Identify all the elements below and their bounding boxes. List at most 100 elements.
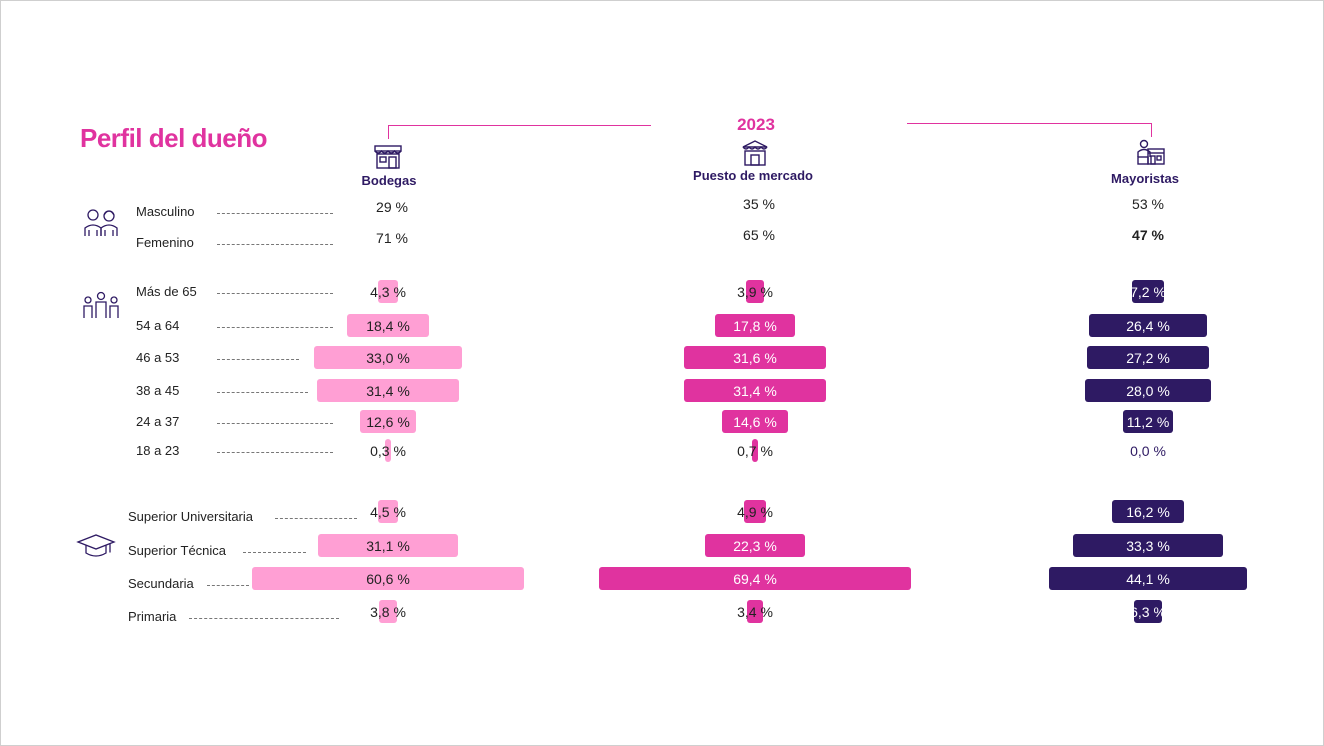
row-leader-54-a-64 [217, 327, 333, 328]
bar-age-mayoristas-24-a-37 [1122, 410, 1174, 433]
row-label-mas-de-65: Más de 65 [136, 284, 197, 299]
wholesaler-icon [1137, 139, 1165, 165]
column-head-bodegas: Bodegas [361, 173, 417, 188]
bar-education-mayoristas-secundaria [1048, 567, 1248, 590]
row-leader-primaria [189, 618, 339, 619]
data-label-education-puesto-secundaria: 69,4 % [733, 571, 777, 587]
row-leader-masculino [217, 213, 333, 214]
data-label-age-bodegas-mas-de-65: 4,3 % [370, 284, 406, 300]
row-label-46-a-53: 46 a 53 [136, 350, 180, 365]
data-label-education-mayoristas-superior-universitaria: 16,2 % [1126, 504, 1170, 520]
bar-education-bodegas-primaria [379, 600, 397, 623]
data-label-education-bodegas-superior-universitaria: 4,5 % [370, 504, 406, 520]
bar-age-puesto-46-a-53 [683, 346, 827, 369]
bar-education-mayoristas-primaria [1133, 600, 1163, 623]
row-leader-46-a-53 [217, 359, 299, 360]
data-label-age-mayoristas-24-a-37: 11,2 % [1126, 414, 1170, 430]
data-label-education-mayoristas-primaria: 6,3 % [1130, 604, 1166, 620]
row-label-primaria: Primaria [128, 609, 177, 624]
value-mayoristas-femenino: 47 % [1132, 227, 1164, 243]
graduation-cap-icon [76, 534, 116, 557]
column-head-mayoristas: Mayoristas [1111, 171, 1179, 186]
data-label-age-bodegas-46-a-53: 33,0 % [366, 350, 410, 366]
year-bracket-right [907, 123, 1151, 124]
bar-education-puesto-secundaria [598, 567, 912, 590]
row-label-38-a-45: 38 a 45 [136, 383, 180, 398]
bar-education-puesto-primaria [747, 600, 763, 623]
data-label-age-puesto-24-a-37: 14,6 % [733, 414, 777, 430]
data-label-age-mayoristas-mas-de-65: 7,2 % [1130, 284, 1166, 300]
column-head-puesto: Puesto de mercado [693, 168, 813, 183]
bar-age-bodegas-46-a-53 [313, 346, 463, 369]
row-label-masculino: Masculino [136, 204, 195, 219]
data-label-age-puesto-54-a-64: 17,8 % [733, 318, 777, 334]
row-label-54-a-64: 54 a 64 [136, 318, 180, 333]
row-label-superior-universitaria: Superior Universitaria [128, 509, 253, 524]
market-stall-icon [742, 140, 768, 166]
bar-age-puesto-24-a-37 [722, 410, 788, 433]
data-label-education-puesto-superior-universitaria: 4,9 % [737, 504, 773, 520]
row-leader-24-a-37 [217, 423, 333, 424]
data-label-age-bodegas-54-a-64: 18,4 % [366, 318, 410, 334]
data-label-education-bodegas-secundaria: 60,6 % [366, 571, 410, 587]
data-label-education-bodegas-superior-tecnica: 31,1 % [366, 538, 410, 554]
row-leader-superior-tecnica [243, 552, 306, 553]
row-leader-secundaria [207, 585, 249, 586]
store-icon [374, 145, 402, 169]
row-leader-38-a-45 [217, 392, 308, 393]
row-label-femenino: Femenino [136, 235, 194, 250]
bar-age-bodegas-54-a-64 [346, 314, 430, 337]
bar-age-mayoristas-46-a-53 [1086, 346, 1210, 369]
people-gender-icon [84, 209, 118, 236]
data-label-education-puesto-superior-tecnica: 22,3 % [733, 538, 777, 554]
data-label-age-bodegas-38-a-45: 31,4 % [366, 383, 410, 399]
bar-age-puesto-18-a-23 [752, 439, 758, 462]
bar-age-bodegas-38-a-45 [317, 379, 459, 402]
data-label-age-mayoristas-38-a-45: 28,0 % [1126, 383, 1170, 399]
data-label-age-mayoristas-18-a-23: 0,0 % [1130, 443, 1166, 459]
bar-age-bodegas-mas-de-65 [378, 280, 398, 303]
row-leader-mas-de-65 [217, 293, 333, 294]
bar-age-mayoristas-54-a-64 [1088, 314, 1208, 337]
data-label-age-puesto-18-a-23: 0,7 % [737, 443, 773, 459]
year-bracket-left-tick [388, 125, 389, 139]
value-bodegas-masculino: 29 % [376, 199, 408, 215]
page-title: Perfil del dueño [80, 123, 268, 153]
row-label-secundaria: Secundaria [128, 576, 194, 591]
data-label-age-puesto-38-a-45: 31,4 % [733, 383, 777, 399]
row-leader-superior-universitaria [275, 518, 357, 519]
value-mayoristas-masculino: 53 % [1132, 196, 1164, 212]
year-bracket-right-tick [1151, 123, 1152, 137]
value-bodegas-femenino: 71 % [376, 230, 408, 246]
bar-education-bodegas-superior-tecnica [318, 534, 458, 557]
data-label-age-bodegas-24-a-37: 12,6 % [366, 414, 410, 430]
bar-age-bodegas-18-a-23 [385, 439, 391, 462]
data-label-education-puesto-primaria: 3,4 % [737, 604, 773, 620]
bar-age-mayoristas-mas-de-65 [1131, 280, 1165, 303]
data-label-education-mayoristas-secundaria: 44,1 % [1126, 571, 1170, 587]
row-leader-18-a-23 [217, 452, 333, 453]
bar-education-puesto-superior-tecnica [704, 534, 806, 557]
bar-age-bodegas-24-a-37 [359, 410, 417, 433]
bar-age-puesto-mas-de-65 [746, 280, 764, 303]
data-label-age-mayoristas-54-a-64: 26,4 % [1126, 318, 1170, 334]
bar-age-puesto-54-a-64 [714, 314, 796, 337]
bar-education-puesto-superior-universitaria [743, 500, 767, 523]
data-label-age-bodegas-18-a-23: 0,3 % [370, 443, 406, 459]
value-puesto-masculino: 35 % [743, 196, 775, 212]
bar-education-bodegas-superior-universitaria [377, 500, 399, 523]
bar-education-mayoristas-superior-tecnica [1073, 534, 1223, 557]
row-label-superior-tecnica: Superior Técnica [128, 543, 227, 558]
bar-education-mayoristas-superior-universitaria [1111, 500, 1185, 523]
bar-age-puesto-38-a-45 [684, 379, 826, 402]
data-label-age-puesto-46-a-53: 31,6 % [733, 350, 777, 366]
row-label-24-a-37: 24 a 37 [136, 414, 180, 429]
data-label-age-puesto-mas-de-65: 3,9 % [737, 284, 773, 300]
bar-age-mayoristas-38-a-45 [1085, 379, 1211, 402]
year-bracket-left [388, 125, 651, 126]
family-icon [83, 291, 119, 318]
year-label: 2023 [737, 115, 775, 134]
bar-education-bodegas-secundaria [251, 567, 525, 590]
row-label-18-a-23: 18 a 23 [136, 443, 180, 458]
